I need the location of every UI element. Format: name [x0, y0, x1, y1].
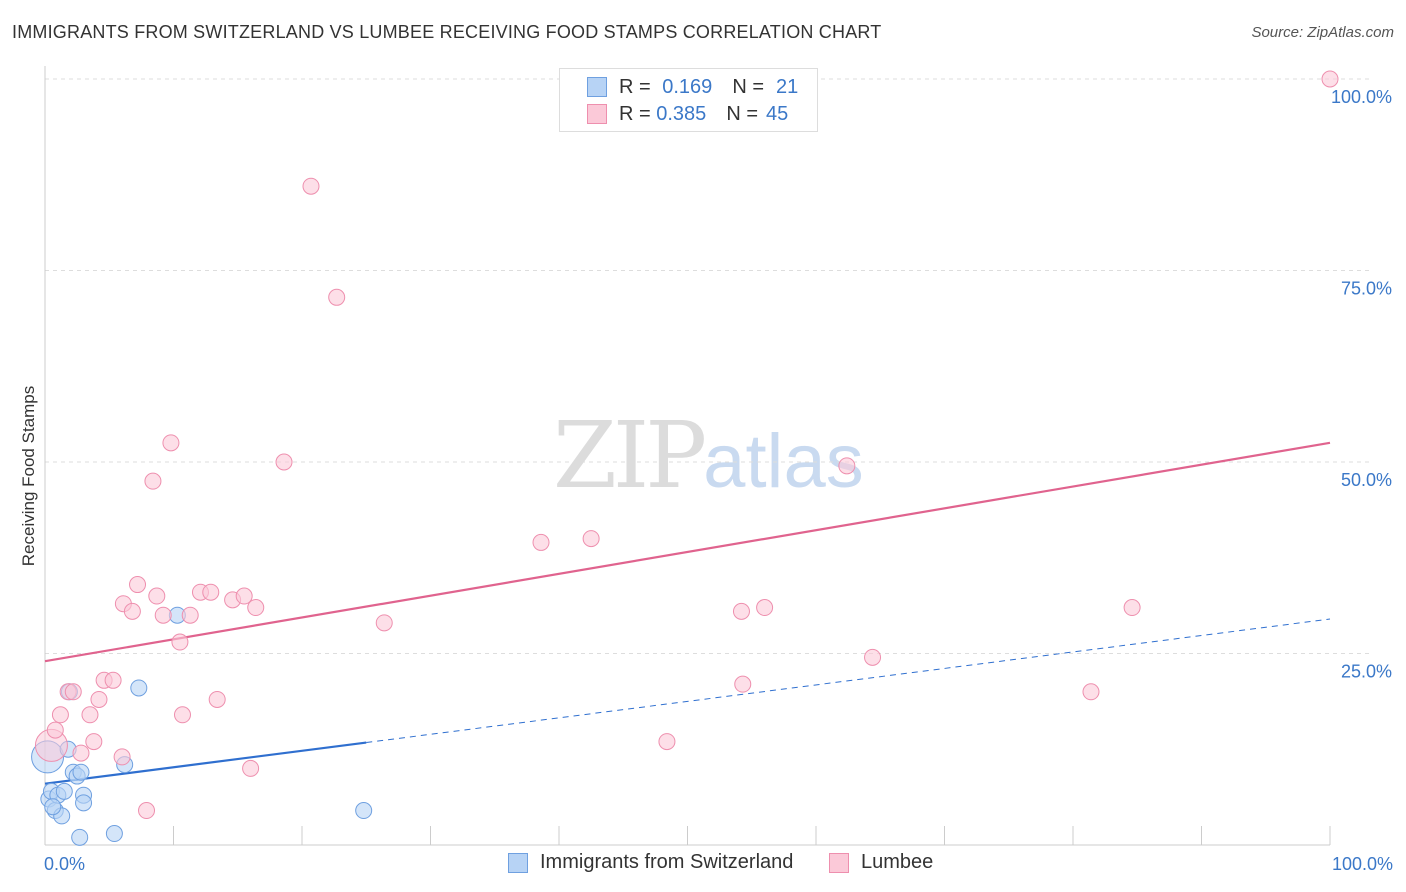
point-lumbee	[154, 606, 172, 624]
point-lumbee	[171, 633, 189, 651]
bottom-legend-label-switzerland: Immigrants from Switzerland	[540, 851, 794, 873]
x-tick-label: 0.0%	[44, 854, 85, 874]
point-lumbee	[64, 683, 82, 701]
point-lumbee	[144, 472, 162, 490]
trend-switzerland-solid	[44, 741, 367, 785]
y-axis-title: Receiving Food Stamps	[19, 386, 38, 566]
point-lumbee	[138, 802, 156, 820]
point-lumbee	[756, 599, 774, 617]
point-lumbee	[202, 583, 220, 601]
point-lumbee	[162, 434, 180, 452]
point-lumbee	[148, 587, 166, 605]
point-lumbee	[235, 587, 253, 605]
chart-title: IMMIGRANTS FROM SWITZERLAND VS LUMBEE RE…	[12, 22, 882, 42]
point-lumbee	[375, 614, 393, 632]
legend-n-value: 21	[776, 75, 799, 98]
point-switzerland	[130, 679, 148, 697]
legend-n-value: 45	[766, 102, 789, 125]
bottom-legend-swatch-lumbee	[829, 852, 849, 873]
watermark-zip: ZIP	[553, 402, 707, 509]
trend-lines	[44, 441, 1331, 785]
bottom-legend-label-lumbee: Lumbee	[861, 851, 934, 873]
trend-switzerland-dashed	[366, 618, 1331, 744]
point-lumbee	[734, 675, 752, 693]
point-lumbee	[104, 671, 122, 689]
point-switzerland	[55, 782, 73, 800]
legend-row-switzerland: R = 0.169 N = 21	[587, 75, 798, 99]
point-lumbee	[123, 602, 141, 620]
point-lumbee	[242, 759, 260, 777]
point-lumbee	[46, 721, 64, 739]
point-lumbee	[208, 690, 226, 708]
point-switzerland	[72, 763, 90, 781]
y-tick-label: 25.0%	[1341, 662, 1392, 682]
legend-n-label: N =	[732, 75, 764, 98]
point-lumbee	[181, 606, 199, 624]
point-lumbee	[864, 648, 882, 666]
legend-swatch-lumbee	[587, 104, 607, 124]
point-lumbee	[85, 733, 103, 751]
tick-labels: 25.0% 50.0% 75.0% 100.0% 0.0% 100.0% Receiving…	[19, 87, 1393, 874]
point-lumbee	[1123, 599, 1141, 617]
point-lumbee	[658, 733, 676, 751]
point-switzerland	[355, 802, 373, 820]
y-tick-label: 50.0%	[1341, 470, 1392, 490]
legend-r-label: R =	[619, 102, 651, 125]
point-lumbee	[1082, 683, 1100, 701]
point-lumbee	[90, 690, 108, 708]
point-lumbee	[173, 706, 191, 724]
legend-swatch-switzerland	[587, 77, 607, 97]
legend-r-value: 0.169	[662, 75, 713, 98]
point-lumbee	[129, 576, 147, 594]
point-lumbee	[532, 533, 550, 551]
trend-lumbee-solid	[44, 441, 1331, 663]
point-lumbee	[302, 177, 320, 195]
point-switzerland	[71, 828, 89, 846]
point-lumbee	[247, 599, 265, 617]
y-tick-label: 100.0%	[1331, 87, 1392, 107]
bottom-legend-swatch-switzerland	[508, 852, 528, 873]
watermark: ZIPatlas	[553, 402, 864, 509]
grid-lines	[45, 78, 1370, 654]
x-tick-label: 100.0%	[1332, 854, 1393, 874]
correlation-legend: R = 0.169 N = 21 R = 0.385 N = 45	[559, 68, 818, 132]
chart-source: Source: ZipAtlas.com	[1251, 24, 1394, 41]
axes	[44, 66, 1331, 846]
point-lumbee	[81, 706, 99, 724]
point-lumbee	[51, 706, 69, 724]
legend-r-value: 0.385	[656, 102, 707, 125]
point-lumbee	[838, 457, 856, 475]
legend-row-lumbee: R = 0.385 N = 45	[587, 102, 788, 126]
point-lumbee	[732, 602, 750, 620]
point-lumbee	[1321, 70, 1339, 88]
point-switzerland	[44, 798, 62, 816]
y-tick-label: 75.0%	[1341, 279, 1392, 299]
point-switzerland	[105, 825, 123, 843]
point-switzerland	[75, 794, 93, 812]
point-lumbee	[113, 748, 131, 766]
point-lumbee	[72, 744, 90, 762]
point-lumbee	[582, 530, 600, 548]
bottom-legend-lumbee: Lumbee	[829, 851, 933, 874]
legend-n-label: N =	[726, 102, 758, 125]
legend-r-label: R =	[619, 75, 651, 98]
data-points	[31, 70, 1339, 846]
point-lumbee	[275, 453, 293, 471]
bottom-legend-switzerland: Immigrants from Switzerland	[508, 851, 793, 874]
point-lumbee	[328, 288, 346, 306]
